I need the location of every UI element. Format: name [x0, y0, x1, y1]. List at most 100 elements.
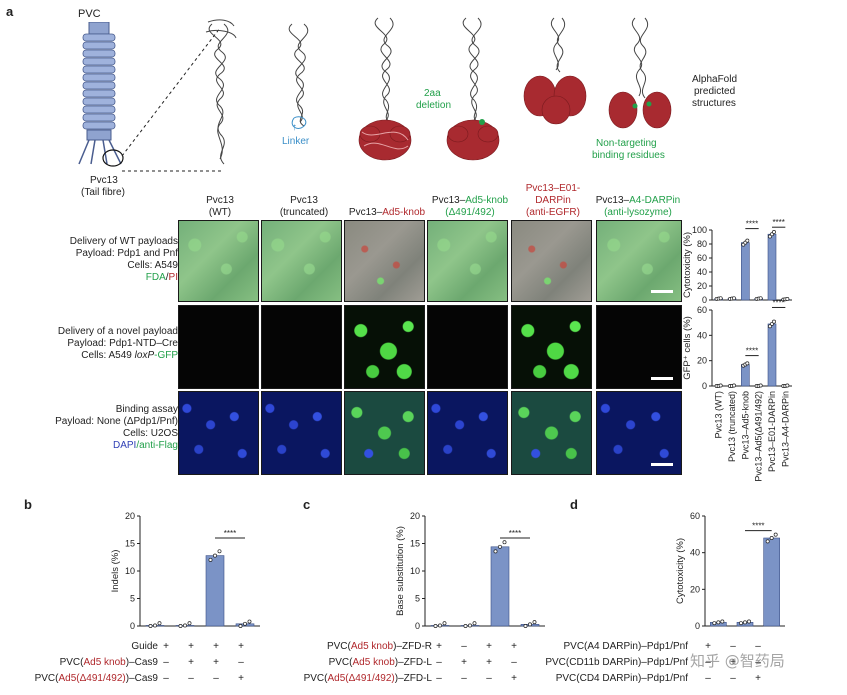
panel-b-letter: b — [24, 497, 32, 512]
data-point — [732, 296, 736, 301]
alphafold-label-1: AlphaFold — [692, 74, 738, 85]
y-tick-label: 15 — [125, 539, 135, 549]
data-point — [523, 624, 528, 628]
row3-l1: Binding assay — [115, 404, 178, 415]
col5-l1: Pvc13– — [525, 183, 560, 194]
y-tick-label: 0 — [415, 621, 420, 631]
micrograph-r3c3 — [344, 391, 425, 475]
x-category-label: Pvc13–Ad5-knob — [740, 391, 750, 460]
data-point — [178, 624, 183, 628]
data-point — [532, 620, 537, 625]
significance-label: **** — [746, 347, 758, 356]
d-row2-label: PVC(CD11b DARPin)–Pdp1/Pnf — [545, 657, 688, 668]
chart-base-substitution-c: 0 5 10 15 20 Base substitution (%) **** — [395, 511, 545, 631]
pvc13-label: Pvc13 — [90, 175, 118, 186]
col6-l2: (anti-lysozyme) — [604, 207, 672, 218]
d-r3-s3: + — [755, 673, 761, 684]
d-r1-s3: – — [755, 641, 761, 652]
data-point — [502, 540, 507, 545]
data-point — [247, 619, 252, 624]
c-r1-s2: – — [461, 641, 467, 652]
c-row1-c: )–ZFD-R — [393, 641, 432, 652]
row-label-2: Delivery of a novel payload Payload: Pdp… — [20, 326, 178, 362]
d-r2-s1: – — [705, 657, 711, 668]
y-tick-label: 10 — [410, 566, 420, 576]
data-point — [153, 623, 157, 628]
structure-a4-darpin — [608, 17, 672, 129]
c-row3-a: PVC( — [303, 673, 328, 684]
b-r2-s4: – — [238, 657, 244, 668]
significance-label: **** — [772, 300, 784, 307]
b-r1-s4: + — [238, 641, 244, 652]
micrograph-r3c1 — [178, 391, 259, 475]
row3-dapi: DAPI — [112, 440, 137, 451]
c-r2-s3: + — [486, 657, 492, 668]
row1-pi: PI — [168, 272, 178, 283]
data-point — [148, 624, 153, 628]
data-point — [238, 624, 243, 628]
d-r3-s2: – — [730, 673, 736, 684]
data-point — [718, 383, 723, 388]
significance-label: **** — [224, 529, 236, 538]
y-tick-label: 20 — [697, 356, 707, 366]
data-point — [747, 619, 751, 624]
bar — [767, 233, 777, 301]
d-row1-label: PVC(A4 DARPin)–Pdp1/Pnf — [563, 641, 688, 652]
c-r1-s4: + — [511, 641, 517, 652]
data-point — [745, 238, 750, 243]
data-point — [718, 296, 723, 301]
b-row2-c: )–Cas9 — [125, 657, 158, 668]
deletion-label-2: deletion — [416, 100, 452, 111]
column-header-1: Pvc13 (WT) — [178, 195, 262, 219]
c-row2-c: )–ZFD-L — [394, 657, 432, 668]
bar — [490, 546, 510, 627]
significance-label: **** — [509, 529, 521, 538]
y-tick-label: 5 — [130, 594, 135, 604]
col3-l1b: Ad5-knob — [382, 207, 426, 218]
data-point — [183, 623, 187, 628]
c-r3-s4: + — [511, 673, 517, 684]
y-tick-label: 0 — [702, 295, 707, 305]
row3-flag: /anti-Flag — [136, 440, 178, 451]
data-point — [743, 620, 747, 625]
data-point — [472, 621, 477, 626]
c-r2-s1: – — [436, 657, 442, 668]
micrograph-r2c1 — [178, 305, 259, 389]
c-r2-s4: – — [511, 657, 517, 668]
d-r1-s1: + — [705, 641, 711, 652]
d-r1-s2: – — [730, 641, 736, 652]
col3-l1: Pvc13– — [348, 207, 383, 218]
b-r1-s3: + — [213, 641, 219, 652]
scale-bar — [651, 377, 673, 380]
data-point — [720, 619, 725, 624]
data-point — [528, 622, 532, 627]
y-axis-label: GFP⁺ cells (%) — [682, 316, 693, 380]
micrograph-r2c6 — [596, 305, 682, 389]
micrograph-r2c3 — [344, 305, 425, 389]
data-point — [468, 623, 472, 628]
col4-l1: Pvc13– — [431, 195, 466, 206]
nontargeting-label-1: Non-targeting — [596, 138, 657, 149]
b-row1-label: Guide — [131, 641, 158, 652]
pvc-label: PVC — [78, 8, 101, 20]
bar — [205, 555, 225, 627]
column-header-6: Pvc13–A4-DARPin (anti-lysozyme) — [592, 195, 684, 219]
col5-l2: DARPin — [535, 195, 571, 206]
c-r1-s1: + — [436, 641, 442, 652]
data-point — [433, 624, 438, 628]
b-r2-s1: – — [163, 657, 169, 668]
y-tick-label: 40 — [697, 330, 707, 340]
y-tick-label: 0 — [702, 381, 707, 391]
c-r2-s2: + — [461, 657, 467, 668]
c-row2-a: PVC( — [328, 657, 353, 668]
c-row2-b: Ad5 knob — [352, 657, 395, 668]
panel-b-table: Guide + + + + PVC(Ad5 knob)–Cas9 – + + –… — [10, 641, 270, 689]
data-point — [739, 621, 743, 626]
d-row3-label: PVC(CD4 DARPin)–Pdp1/Pnf — [555, 673, 688, 684]
row-label-1: Delivery of WT payloads Payload: Pdp1 an… — [20, 236, 178, 284]
x-category-label: Pvc13 (truncated) — [727, 391, 737, 462]
y-tick-label: 15 — [410, 539, 420, 549]
y-tick-label: 60 — [697, 253, 707, 263]
data-point — [157, 621, 162, 626]
